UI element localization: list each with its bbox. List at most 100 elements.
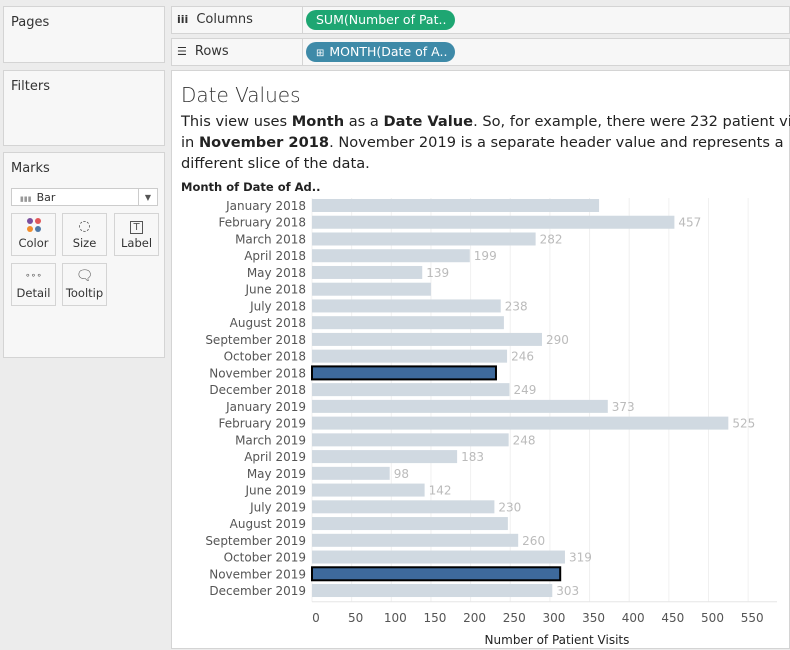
x-tick-label: 550 [741,611,764,625]
bar [312,550,565,564]
rows-shelf[interactable]: ☰ Rows ⊞ MONTH(Date of A.. [171,38,790,66]
x-tick-label: 300 [542,611,565,625]
data-label: 230 [498,500,521,514]
size-button[interactable]: ◌ Size [62,213,107,256]
row-label: September 2019 [205,534,306,548]
x-tick-label: 450 [661,611,684,625]
bar [312,383,510,397]
color-dots-icon [12,214,55,236]
color-label: Color [18,236,49,250]
tooltip-button[interactable]: 🗨 Tooltip [62,263,107,306]
mark-type-dropdown[interactable]: ▮▮▮ Bar ▼ [11,188,158,206]
bar [312,232,536,246]
row-label: October 2019 [224,551,306,565]
bar [312,584,553,598]
data-label: 525 [732,417,755,431]
row-label: August 2018 [230,316,306,330]
bar [312,316,504,330]
filters-title: Filters [11,79,50,94]
detail-icon: ∘∘∘ [25,271,42,281]
bar [312,466,390,480]
tooltip-label: Tooltip [65,286,104,300]
data-label: 183 [461,450,484,464]
bar [312,249,470,263]
data-label: 303 [556,584,579,598]
color-button[interactable]: Color [11,213,56,256]
bar [312,500,495,514]
expand-icon[interactable]: ⊞ [316,48,325,59]
rows-label: Rows [194,44,229,59]
caption-text: in [181,134,199,151]
x-tick-label: 500 [701,611,724,625]
data-label: 139 [426,266,449,280]
row-header: Month of Date of Ad.. [181,180,321,194]
bar [312,265,423,279]
columns-label: Columns [196,12,253,27]
shelf-divider [302,7,303,33]
row-label: January 2018 [225,199,306,213]
x-tick-label: 50 [348,611,363,625]
row-label: December 2019 [209,584,306,598]
data-label: 260 [522,534,545,548]
row-label: June 2019 [245,484,307,498]
rows-label-wrap: ☰ Rows [177,44,229,59]
bar [312,483,425,497]
row-label: July 2018 [249,299,306,313]
view-title: Date Values [181,83,301,107]
caption-text: . November 2019 is a separate header val… [329,134,784,151]
row-label: April 2018 [244,249,306,263]
data-label: 248 [513,433,536,447]
caption-text: . So, for example, there were 232 patien… [473,113,790,130]
shelf-divider [302,39,303,65]
caption-text: This view uses [181,113,292,130]
bar [312,332,542,346]
data-label: 98 [394,467,409,481]
mark-type-value: Bar [36,191,56,204]
row-label: October 2018 [224,350,306,364]
chevron-down-icon[interactable]: ▼ [138,189,157,205]
rows-pill[interactable]: ⊞ MONTH(Date of A.. [306,42,455,62]
bar [312,533,519,547]
row-label: November 2018 [209,366,306,380]
bar [312,199,600,212]
view-area: Date Values This view uses Month as a Da… [171,70,790,649]
x-axis-title: Number of Patient Visits [485,633,630,647]
row-label: July 2019 [249,500,306,514]
rows-pill-label: MONTH(Date of A.. [329,44,448,59]
marks-title: Marks [11,161,50,176]
data-label: 282 [540,232,563,246]
caption-bold: Date Value [383,113,474,130]
marks-card: Marks ▮▮▮ Bar ▼ Color ◌ Size T Label ∘∘∘ … [3,152,165,358]
detail-button[interactable]: ∘∘∘ Detail [11,263,56,306]
bar [312,215,675,229]
row-label: August 2019 [230,517,306,531]
bar [311,566,562,582]
bar-chart-icon: ▮▮▮ [20,195,32,203]
data-label: 373 [612,400,635,414]
data-label: 238 [505,299,528,313]
detail-label: Detail [16,286,51,300]
columns-shelf[interactable]: iii Columns SUM(Number of Pat.. [171,6,790,34]
row-label: May 2018 [247,266,306,280]
x-tick-label: 100 [384,611,407,625]
bar [312,416,729,430]
bar [311,365,497,381]
row-label: January 2019 [225,400,306,414]
x-tick-label: 400 [622,611,645,625]
row-label: December 2018 [209,383,306,397]
pages-card: Pages [3,6,165,63]
caption-text: as a [344,113,384,130]
size-label: Size [72,236,97,250]
label-button[interactable]: T Label [114,213,159,256]
columns-label-wrap: iii Columns [177,12,253,27]
row-label: March 2019 [235,433,306,447]
label-label: Label [120,236,153,250]
columns-pill[interactable]: SUM(Number of Pat.. [306,10,455,30]
x-tick-label: 0 [312,611,320,625]
data-label: 290 [546,333,569,347]
bar [312,282,431,296]
data-label: 249 [513,383,536,397]
bar [312,517,508,531]
bar [312,299,501,313]
label-icon: T [115,214,158,236]
